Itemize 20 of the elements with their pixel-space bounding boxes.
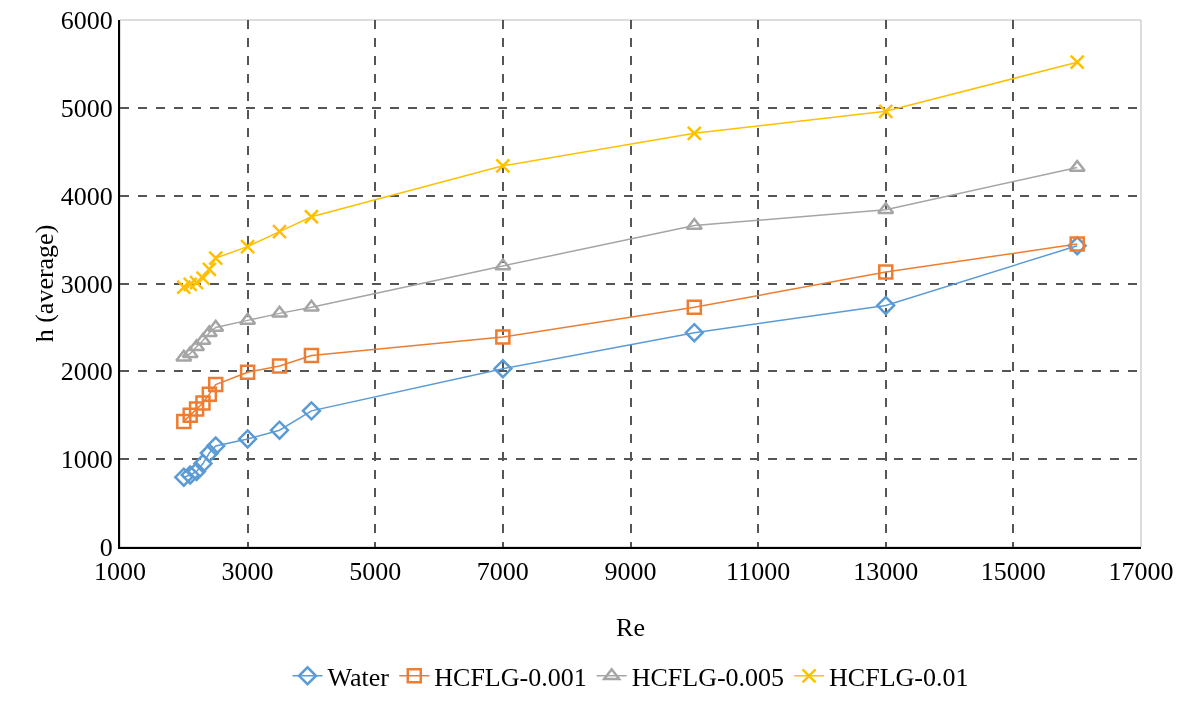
y-axis-title: h (average): [29, 224, 59, 343]
x-tick-label: 3000: [221, 557, 274, 587]
legend-label: Water: [327, 662, 390, 692]
legend-label: HCFLG-0.005: [631, 662, 785, 692]
x-tick-label: 7000: [476, 557, 529, 587]
legend-label: HCFLG-0.001: [434, 662, 587, 692]
y-tick-label: 6000: [60, 6, 113, 36]
x-tick-label: 13000: [853, 557, 919, 587]
legend-label: HCFLG-0.01: [829, 662, 969, 692]
x-tick-label: 17000: [1108, 557, 1174, 587]
x-tick-label: 15000: [980, 557, 1046, 587]
x-tick-label: 11000: [726, 557, 791, 587]
y-tick-label: 1000: [60, 445, 113, 475]
y-tick-label: 2000: [60, 357, 113, 387]
y-tick-label: 3000: [60, 269, 113, 299]
y-tick-label: 4000: [60, 181, 113, 211]
y-tick-label: 5000: [60, 93, 113, 123]
x-tick-label: 9000: [604, 557, 657, 587]
x-tick-label: 5000: [349, 557, 402, 587]
x-axis-title: Re: [616, 613, 645, 642]
